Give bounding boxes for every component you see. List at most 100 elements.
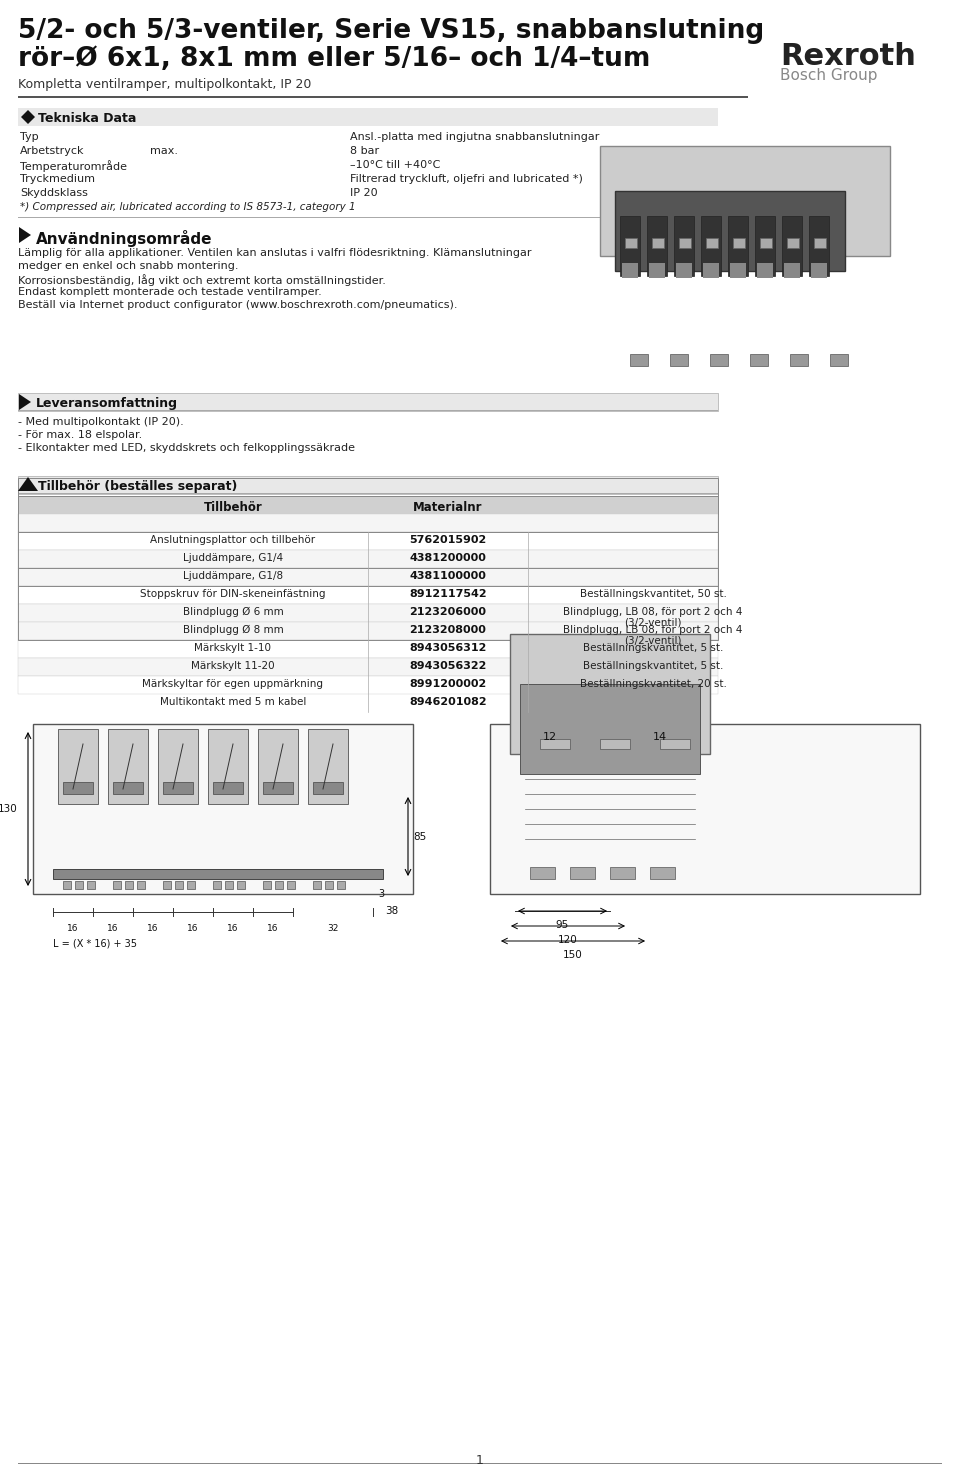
Bar — [540, 738, 570, 749]
Text: Anslutningsplattor och tillbehör: Anslutningsplattor och tillbehör — [151, 535, 316, 545]
Bar — [63, 881, 71, 889]
Text: - Elkontakter med LED, skyddskrets och felkopplingssäkrade: - Elkontakter med LED, skyddskrets och f… — [18, 444, 355, 453]
Text: Märkskylt 11-20: Märkskylt 11-20 — [191, 660, 275, 671]
Text: Blindplugg Ø 8 mm: Blindplugg Ø 8 mm — [182, 625, 283, 635]
Text: Bosch Group: Bosch Group — [780, 68, 877, 83]
Bar — [510, 634, 710, 755]
Text: Tekniska Data: Tekniska Data — [38, 112, 136, 125]
Bar — [18, 532, 718, 550]
Text: Användningsområde: Användningsområde — [36, 230, 212, 248]
Text: 150: 150 — [564, 951, 583, 960]
Bar — [630, 354, 648, 366]
Bar — [75, 881, 83, 889]
Bar — [649, 262, 665, 279]
Text: 4381200000: 4381200000 — [410, 553, 487, 563]
Bar — [652, 237, 664, 248]
Text: Leveransomfattning: Leveransomfattning — [36, 397, 178, 410]
Bar — [58, 730, 98, 803]
Bar — [615, 192, 845, 271]
Text: Korrosionsbeständig, låg vikt och extremt korta omställningstider.: Korrosionsbeständig, låg vikt och extrem… — [18, 274, 386, 286]
Text: Multikontakt med 5 m kabel: Multikontakt med 5 m kabel — [159, 697, 306, 708]
Text: Arbetstryck: Arbetstryck — [20, 146, 84, 156]
Bar — [674, 217, 694, 276]
Bar — [706, 237, 718, 248]
Text: 5/2- och 5/3-ventiler, Serie VS15, snabbanslutning: 5/2- och 5/3-ventiler, Serie VS15, snabb… — [18, 18, 764, 44]
Bar — [790, 354, 808, 366]
Text: Endast komplett monterade och testade ventilramper.: Endast komplett monterade och testade ve… — [18, 287, 322, 296]
Text: 8912117542: 8912117542 — [409, 590, 487, 598]
Bar — [650, 867, 675, 879]
Bar — [213, 783, 243, 794]
Bar — [647, 217, 667, 276]
Bar — [600, 738, 630, 749]
Bar — [18, 604, 718, 622]
Text: L = (X * 16) + 35: L = (X * 16) + 35 — [53, 937, 137, 948]
Text: - För max. 18 elspolar.: - För max. 18 elspolar. — [18, 430, 142, 441]
Bar — [18, 532, 718, 587]
Bar — [263, 881, 271, 889]
Bar — [18, 567, 718, 640]
Bar — [784, 262, 800, 279]
Bar — [87, 881, 95, 889]
Bar — [703, 262, 719, 279]
Bar — [258, 730, 298, 803]
Bar — [710, 354, 728, 366]
Text: Blindplugg Ø 6 mm: Blindplugg Ø 6 mm — [182, 607, 283, 618]
Text: Materialnr: Materialnr — [413, 501, 483, 514]
Bar — [187, 881, 195, 889]
Bar — [125, 881, 133, 889]
Text: medger en enkel och snabb montering.: medger en enkel och snabb montering. — [18, 261, 238, 271]
Text: 5762015902: 5762015902 — [409, 535, 487, 545]
Text: Stoppskruv för DIN-skeneinfästning: Stoppskruv för DIN-skeneinfästning — [140, 590, 325, 598]
Text: Beställningskvantitet, 5 st.: Beställningskvantitet, 5 st. — [583, 643, 723, 653]
Text: Rexroth: Rexroth — [780, 41, 916, 71]
Text: Tryckmedium: Tryckmedium — [20, 174, 95, 184]
Bar — [728, 217, 748, 276]
Text: 16: 16 — [187, 924, 199, 933]
Text: 32: 32 — [327, 924, 339, 933]
Bar — [275, 881, 283, 889]
Bar — [811, 262, 827, 279]
Text: Blindplugg, LB 08, för port 2 och 4: Blindplugg, LB 08, för port 2 och 4 — [564, 625, 743, 635]
Polygon shape — [19, 227, 31, 243]
Bar — [750, 354, 768, 366]
Bar — [701, 217, 721, 276]
Bar — [600, 146, 890, 256]
Bar — [18, 657, 718, 677]
Bar — [18, 640, 718, 657]
Polygon shape — [21, 111, 35, 124]
Text: Skyddsklass: Skyddsklass — [20, 189, 88, 198]
Bar — [113, 881, 121, 889]
Bar — [18, 108, 718, 125]
Bar — [814, 237, 826, 248]
Bar — [733, 237, 745, 248]
Bar — [325, 881, 333, 889]
Text: 16: 16 — [67, 924, 79, 933]
Bar — [225, 881, 233, 889]
Text: (3/2-ventil): (3/2-ventil) — [624, 635, 682, 646]
Text: Blindplugg, LB 08, för port 2 och 4: Blindplugg, LB 08, för port 2 och 4 — [564, 607, 743, 618]
Text: - Med multipolkontakt (IP 20).: - Med multipolkontakt (IP 20). — [18, 417, 183, 427]
Bar — [760, 237, 772, 248]
Text: 14: 14 — [653, 733, 667, 741]
Text: –10°C till +40°C: –10°C till +40°C — [350, 161, 441, 170]
Text: 16: 16 — [228, 924, 239, 933]
Bar — [730, 262, 746, 279]
Text: 2123206000: 2123206000 — [410, 607, 487, 618]
Text: IP 20: IP 20 — [350, 189, 377, 198]
Text: max.: max. — [150, 146, 178, 156]
Bar — [287, 881, 295, 889]
Bar — [18, 587, 718, 604]
Bar — [18, 677, 718, 694]
Text: 16: 16 — [108, 924, 119, 933]
Text: Kompletta ventilramper, multipolkontakt, IP 20: Kompletta ventilramper, multipolkontakt,… — [18, 78, 311, 91]
Bar — [755, 217, 775, 276]
Bar — [208, 730, 248, 803]
Bar — [809, 217, 829, 276]
Text: Ljuddämpare, G1/8: Ljuddämpare, G1/8 — [183, 570, 283, 581]
Text: Beställ via Internet product configurator (www.boschrexroth.com/pneumatics).: Beställ via Internet product configurato… — [18, 301, 458, 310]
Bar — [63, 783, 93, 794]
Bar — [313, 783, 343, 794]
Text: 8991200002: 8991200002 — [409, 680, 487, 688]
Bar — [590, 226, 930, 366]
